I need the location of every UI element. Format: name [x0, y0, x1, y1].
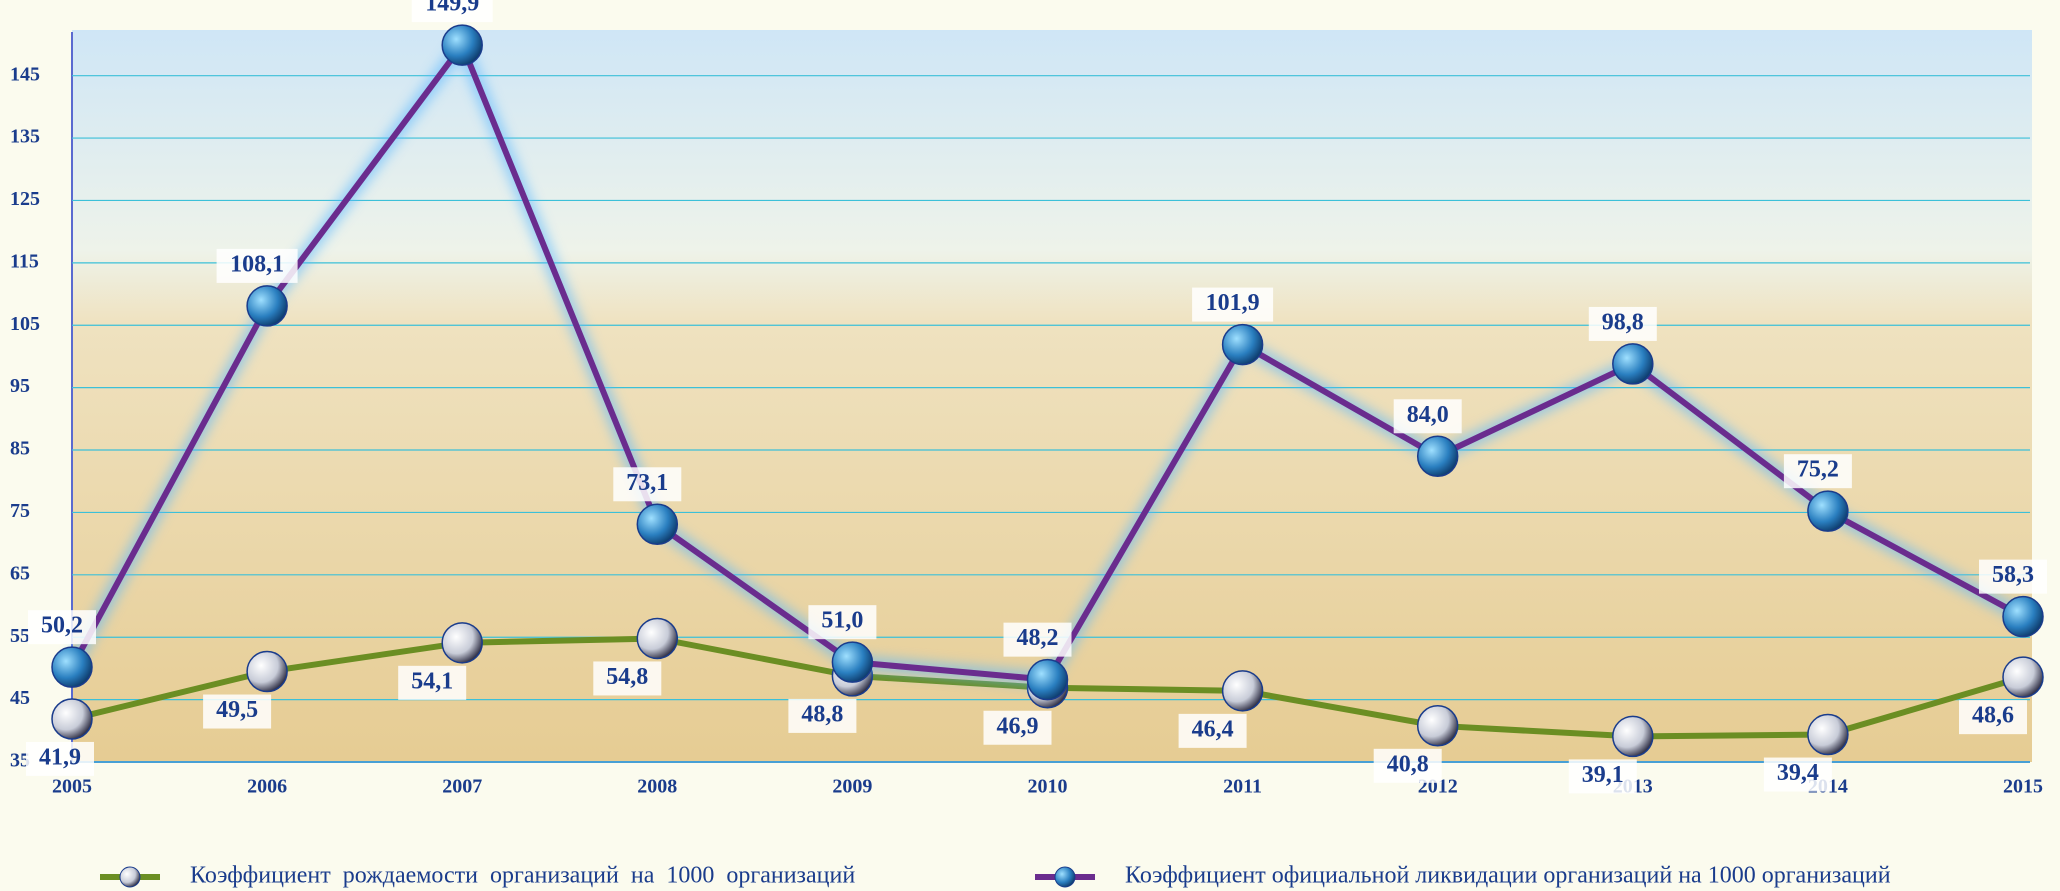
value-label: 48,8	[801, 701, 843, 727]
value-label-box	[1393, 399, 1462, 434]
y-tick-label: 65	[10, 562, 30, 584]
x-tick-label: 2007	[442, 776, 482, 798]
value-label: 54,8	[606, 664, 648, 690]
y-tick-label: 125	[10, 188, 40, 210]
marker	[441, 24, 483, 66]
value-label: 108,1	[230, 251, 284, 277]
value-label: 149,9	[425, 0, 479, 17]
y-tick-label: 95	[10, 375, 30, 397]
value-label: 54,1	[411, 668, 453, 694]
value-label: 39,4	[1777, 760, 1819, 786]
value-label-box	[808, 605, 877, 640]
y-tick-label: 85	[10, 438, 30, 460]
marker	[1221, 323, 1264, 366]
marker	[1807, 490, 1849, 532]
value-label-box	[788, 698, 857, 733]
value-label-box	[216, 248, 298, 283]
value-label-box	[1003, 622, 1072, 657]
value-label: 49,5	[216, 697, 258, 723]
x-tick-label: 2015	[2003, 776, 2043, 798]
marker	[1221, 670, 1264, 712]
value-label-box	[411, 0, 493, 23]
marker	[831, 641, 874, 683]
value-label-box	[28, 610, 96, 645]
value-label-box	[1178, 713, 1247, 748]
y-tick-label: 135	[10, 126, 40, 148]
marker	[1416, 435, 1459, 478]
value-label-box	[1979, 559, 2047, 594]
legend: Коэффициент рождаемости организаций на 1…	[100, 863, 1891, 889]
value-label: 101,9	[1206, 290, 1260, 316]
legend-label: Коэффициент рождаемости организаций на 1…	[190, 863, 855, 889]
value-label: 75,2	[1797, 457, 1839, 483]
marker	[636, 617, 679, 660]
value-label: 46,4	[1192, 716, 1234, 742]
y-tick-label: 45	[10, 687, 30, 709]
y-tick-label: 35	[10, 750, 30, 772]
marker	[2002, 656, 2044, 698]
x-tick-label: 2008	[637, 776, 677, 798]
y-tick-label: 105	[10, 313, 40, 335]
x-tick-label: 2010	[1028, 776, 1068, 798]
value-label-box	[1588, 306, 1657, 341]
marker	[246, 285, 288, 327]
value-label: 50,2	[41, 613, 83, 639]
value-label-box	[1959, 700, 2027, 735]
value-label: 40,8	[1387, 751, 1429, 777]
value-label-box	[983, 710, 1052, 745]
value-label-box	[1192, 287, 1274, 322]
x-tick-label: 2011	[1223, 776, 1262, 798]
value-label-box	[203, 694, 272, 729]
value-label: 73,1	[626, 470, 668, 496]
x-tick-label: 2006	[247, 776, 287, 798]
value-label: 39,1	[1582, 762, 1624, 788]
x-tick-label: 2009	[832, 776, 872, 798]
legend-label: Коэффициент официальной ликвидации орган…	[1125, 863, 1891, 889]
value-label: 58,3	[1992, 562, 2034, 588]
value-label-box	[613, 467, 682, 502]
legend-marker	[119, 866, 141, 888]
value-label: 51,0	[821, 608, 863, 634]
value-label: 48,6	[1972, 703, 2014, 729]
value-label-box	[1783, 454, 1852, 489]
value-label: 98,8	[1602, 309, 1644, 335]
y-tick-label: 75	[10, 500, 30, 522]
value-label-box	[398, 665, 467, 700]
marker	[2002, 595, 2044, 638]
value-label: 41,9	[39, 744, 81, 770]
marker	[441, 622, 483, 664]
value-label-box	[26, 741, 94, 776]
y-tick-label: 115	[10, 250, 39, 272]
value-label-box	[593, 661, 662, 696]
value-label-box	[1568, 759, 1637, 794]
value-label-box	[1373, 748, 1442, 783]
marker	[246, 650, 288, 693]
marker	[1416, 705, 1459, 747]
marker	[51, 698, 93, 740]
value-label: 46,9	[997, 713, 1039, 739]
value-label-box	[1763, 757, 1832, 792]
marker	[636, 503, 679, 546]
legend-marker	[1054, 866, 1076, 888]
value-label: 48,2	[1017, 625, 1059, 651]
y-tick-label: 145	[10, 63, 40, 85]
value-label: 84,0	[1407, 402, 1449, 428]
marker	[1807, 713, 1849, 756]
x-tick-label: 2005	[52, 776, 92, 798]
marker	[51, 646, 93, 688]
marker	[1026, 658, 1069, 701]
y-tick-label: 55	[10, 625, 30, 647]
marker	[1612, 715, 1654, 758]
marker	[1612, 343, 1654, 385]
